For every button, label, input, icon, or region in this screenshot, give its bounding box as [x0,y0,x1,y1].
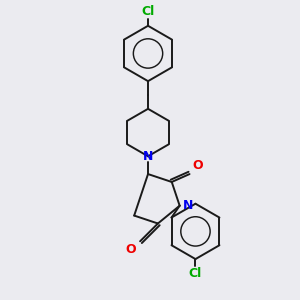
Text: Cl: Cl [189,267,202,280]
Text: Cl: Cl [141,5,154,18]
Text: N: N [183,199,193,212]
Text: O: O [125,243,136,256]
Text: N: N [143,150,153,163]
Text: O: O [193,159,203,172]
